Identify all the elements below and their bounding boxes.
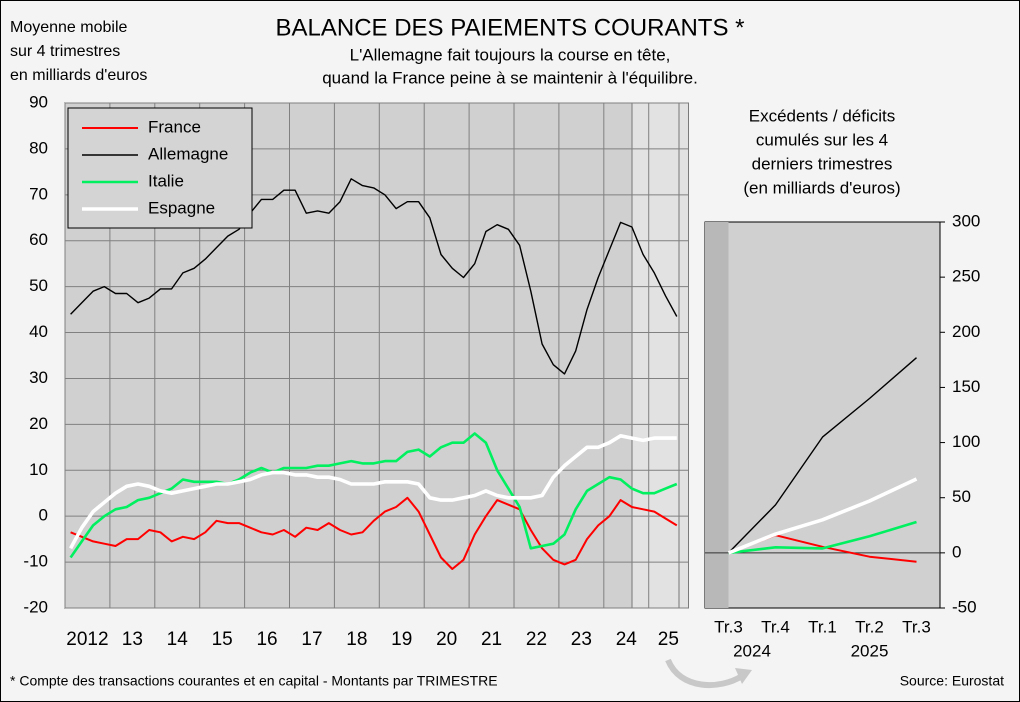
x-tick-label: 25 (658, 629, 679, 650)
x-tick-label: 2012 (66, 629, 108, 650)
series-line (69, 432, 678, 559)
x-tick-label: 21 (481, 629, 502, 650)
plots: -20 -10 0 10 20 30 40 50 60 70 80 90 2012 13 14 15 16 17 1… (23, 92, 980, 660)
past-shade (705, 222, 729, 608)
arrow-head (735, 668, 752, 684)
x-tick-label: Tr.1 (808, 617, 837, 636)
x-tick-label: Tr.2 (855, 617, 884, 636)
arrow (665, 658, 744, 689)
y-tick-label: 250 (952, 267, 980, 286)
x-tick-label: 20 (436, 629, 457, 650)
y-tick-label: 0 (952, 542, 961, 561)
footnote: * Compte des transactions courantes et e… (10, 673, 498, 689)
x-tick-label: 17 (301, 629, 322, 650)
y-tick-label: 150 (952, 377, 980, 396)
y-axis-label: Moyenne mobile (10, 19, 128, 36)
y-tick-label: 60 (29, 230, 48, 249)
y-axis-label: en milliards d'euros (10, 67, 147, 84)
x-tick-label: 22 (526, 629, 547, 650)
series-line (727, 357, 917, 554)
y-tick-label: 300 (952, 211, 980, 230)
panel-title: cumulés sur les 4 (756, 130, 888, 149)
x-tick-label: 15 (212, 629, 233, 650)
panel-title: Excédents / déficits (749, 106, 895, 125)
y-tick-label: 100 (952, 432, 980, 451)
y-tick-label: 10 (29, 460, 48, 479)
y-tick-label: 30 (29, 368, 48, 387)
recent-shade (632, 103, 688, 608)
y-tick-label: 50 (29, 276, 48, 295)
x-tick-label: 23 (571, 629, 592, 650)
panel-title: (en milliards d'euros) (743, 178, 900, 197)
legend-label: Espagne (148, 198, 215, 217)
y-tick-label: 70 (29, 184, 48, 203)
plot-area (704, 221, 941, 609)
x-tick-label: 14 (167, 629, 189, 650)
series-line (728, 520, 917, 555)
legend-label: Allemagne (148, 144, 228, 163)
y-tick-label: 40 (29, 322, 48, 341)
y-tick-label: 200 (952, 322, 980, 341)
x-tick-label: 18 (346, 629, 367, 650)
x-group-label: 2024 (733, 641, 771, 660)
x-tick-label: Tr.3 (902, 617, 931, 636)
x-tick-label: Tr.4 (761, 617, 790, 636)
legend-label: France (148, 117, 201, 136)
series-line (70, 178, 678, 375)
y-tick-label: -10 (23, 552, 48, 571)
x-tick-label: Tr.3 (714, 617, 743, 636)
y-tick-label: -20 (23, 597, 48, 616)
y-tick-label: 20 (29, 414, 48, 433)
y-axis-label: sur 4 trimestres (10, 43, 120, 60)
y-tick-label: -50 (952, 597, 977, 616)
subtitle: quand la France peine à se maintenir à l… (322, 68, 698, 87)
x-tick-label: 16 (256, 629, 277, 650)
y-tick-label: 80 (29, 138, 48, 157)
series-line (69, 434, 677, 550)
title: BALANCE DES PAIEMENTS COURANTS * (276, 14, 745, 41)
subtitle: L'Allemagne fait toujours la course en t… (350, 45, 671, 64)
legend-label: Italie (148, 171, 184, 190)
series-line (727, 477, 918, 555)
y-tick-label: 90 (29, 92, 48, 111)
panel-title: derniers trimestres (752, 154, 893, 173)
x-tick-label: 13 (122, 629, 143, 650)
source: Source: Eurostat (900, 673, 1004, 689)
x-tick-label: 19 (391, 629, 412, 650)
y-tick-label: 0 (39, 506, 48, 525)
x-group-label: 2025 (851, 641, 889, 660)
x-tick-label: 24 (616, 629, 638, 650)
series-line (70, 496, 678, 570)
y-tick-label: 50 (952, 487, 971, 506)
